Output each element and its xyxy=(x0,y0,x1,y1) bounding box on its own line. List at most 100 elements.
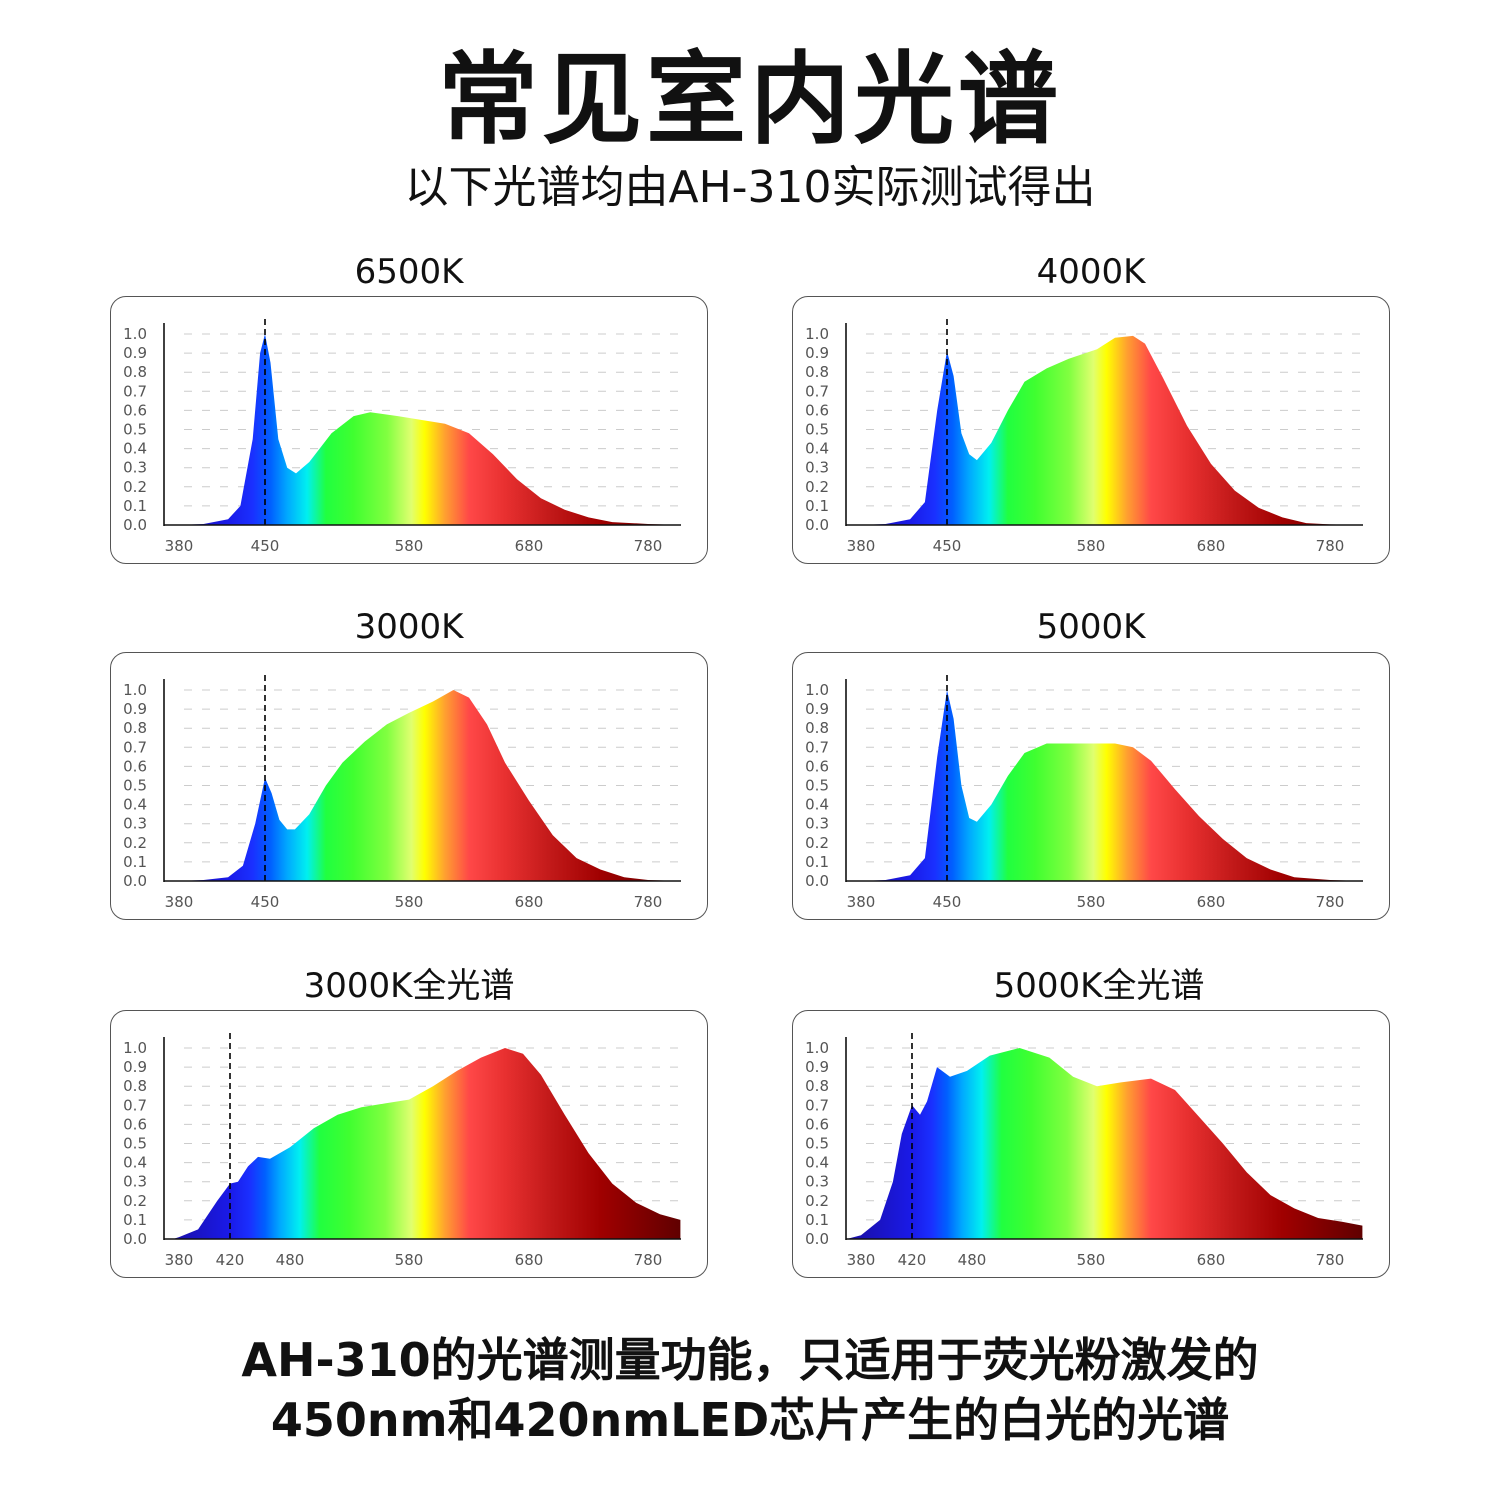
y-tick-label: 0.6 xyxy=(805,1115,829,1133)
y-tick-label: 0.3 xyxy=(805,1173,829,1191)
footer-line-1: AH-310的光谱测量功能，只适用于荧光粉激发的 xyxy=(241,1333,1259,1387)
chart-svg: 0.00.10.20.30.40.5 0.60.70.80.91.0 380 450 5… xyxy=(805,675,1363,911)
y-tick-label: 0.6 xyxy=(805,401,829,419)
x-tick-label: 680 xyxy=(515,1251,544,1269)
y-tick-label: 0.9 xyxy=(123,344,147,362)
x-tick-label: 450 xyxy=(251,893,280,911)
y-tick-label: 0.8 xyxy=(123,719,147,737)
y-tick-label: 0.8 xyxy=(805,719,829,737)
y-tick-label: 0.2 xyxy=(123,834,147,852)
x-tick-label: 580 xyxy=(395,537,424,555)
chart-title-3000k: 3000K xyxy=(354,607,464,647)
y-tick-label: 0.0 xyxy=(123,872,147,890)
spectrum-chart-6500k: 0.0 0.1 0.2 0.3 0.4 0.5 0.6 0.7 0.8 0.9 1.0 380 450 5… xyxy=(110,296,708,564)
x-tick-label: 580 xyxy=(1077,893,1106,911)
y-tick-label: 1.0 xyxy=(805,681,829,699)
y-tick-label: 0.0 xyxy=(805,872,829,890)
y-tick-label: 0.8 xyxy=(805,363,829,381)
y-tick-label: 0.2 xyxy=(805,1192,829,1210)
y-tick-label: 0.7 xyxy=(123,382,147,400)
y-tick-label: 0.5 xyxy=(123,421,147,439)
chart-title-5000k-full: 5000K全光谱 xyxy=(993,966,1205,1006)
x-tick-label: 380 xyxy=(165,537,194,555)
chart-svg: 0.00.10.20.30.40.5 0.60.70.80.91.0 380 420 4… xyxy=(123,1033,681,1269)
y-tick-label: 0.3 xyxy=(123,815,147,833)
x-tick-label: 450 xyxy=(933,893,962,911)
y-tick-label: 0.8 xyxy=(805,1077,829,1095)
y-tick-label: 0.5 xyxy=(123,1135,147,1153)
x-tick-label: 780 xyxy=(1316,1251,1345,1269)
x-tick-label: 780 xyxy=(634,537,663,555)
y-tick-label: 0.9 xyxy=(123,1058,147,1076)
x-tick-label: 580 xyxy=(395,893,424,911)
x-tick-label: 450 xyxy=(251,537,280,555)
x-tick-label: 380 xyxy=(847,537,876,555)
x-tick-label: 480 xyxy=(276,1251,305,1269)
x-tick-label: 680 xyxy=(1197,537,1226,555)
x-tick-label: 680 xyxy=(515,893,544,911)
y-tick-label: 0.5 xyxy=(805,421,829,439)
spectrum-area xyxy=(846,690,1363,881)
y-tick-label: 0.8 xyxy=(123,363,147,381)
y-tick-label: 1.0 xyxy=(123,1039,147,1057)
x-tick-label: 680 xyxy=(1197,1251,1226,1269)
chart-svg: 0.00.10.20.30.40.5 0.60.70.80.91.0 380 420 4… xyxy=(805,1033,1363,1269)
chart-title-5000k: 5000K xyxy=(1036,607,1146,647)
y-tick-label: 0.4 xyxy=(805,1154,829,1172)
spectrum-area xyxy=(164,690,681,881)
x-tick-label: 580 xyxy=(1077,1251,1106,1269)
spectrum-area xyxy=(164,334,681,525)
x-tick-label: 420 xyxy=(898,1251,927,1269)
y-tick-label: 0.2 xyxy=(805,834,829,852)
y-tick-label: 0.1 xyxy=(123,1211,147,1229)
y-tick-label: 0.7 xyxy=(123,738,147,756)
spectrum-chart-3000k: 0.0 0.1 0.2 0.3 0.4 0.5 0.6 0.7 0.8 0.9 1.0 380 450 5… xyxy=(110,652,708,920)
y-tick-label: 0.2 xyxy=(805,478,829,496)
x-tick-label: 680 xyxy=(515,537,544,555)
y-tick-label: 0.1 xyxy=(123,497,147,515)
x-tick-label: 780 xyxy=(1316,893,1345,911)
y-tick-label: 0.0 xyxy=(123,1230,147,1248)
x-tick-label: 450 xyxy=(933,537,962,555)
x-tick-label: 680 xyxy=(1197,893,1226,911)
y-tick-label: 0.4 xyxy=(123,1154,147,1172)
x-tick-label: 480 xyxy=(958,1251,987,1269)
y-tick-label: 0.0 xyxy=(805,516,829,534)
y-tick-label: 0.3 xyxy=(123,1173,147,1191)
spectrum-area xyxy=(846,335,1363,525)
chart-title-4000k: 4000K xyxy=(1036,252,1146,292)
x-tick-label: 380 xyxy=(165,1251,194,1269)
footer-line-2: 450nm和420nmLED芯片产生的白光的光谱 xyxy=(270,1393,1230,1447)
y-tick-label: 0.6 xyxy=(123,757,147,775)
y-tick-label: 0.2 xyxy=(123,1192,147,1210)
y-tick-label: 0.5 xyxy=(805,777,829,795)
spectrum-chart-3000k-full: 0.0 0.1 0.2 0.3 0.4 0.5 0.6 0.7 0.8 0.9 1.0 380 420 4… xyxy=(110,1010,708,1278)
x-tick-label: 380 xyxy=(847,1251,876,1269)
y-tick-label: 0.4 xyxy=(123,440,147,458)
y-tick-label: 1.0 xyxy=(805,1039,829,1057)
y-tick-label: 0.7 xyxy=(805,738,829,756)
y-tick-label: 0.4 xyxy=(805,440,829,458)
y-tick-label: 1.0 xyxy=(805,325,829,343)
chart-title-6500k: 6500K xyxy=(354,252,464,292)
page-title: 常见室内光谱 xyxy=(438,41,1062,158)
x-tick-label: 380 xyxy=(165,893,194,911)
y-tick-label: 0.9 xyxy=(805,344,829,362)
y-tick-label: 0.9 xyxy=(123,700,147,718)
spectrum-chart-5000k: 0.0 0.1 0.2 0.3 0.4 0.5 0.6 0.7 0.8 0.9 1.0 380 450 5… xyxy=(792,652,1390,920)
x-tick-label: 420 xyxy=(216,1251,245,1269)
y-tick-label: 0.0 xyxy=(805,1230,829,1248)
page-subtitle: 以下光谱均由AH-310实际测试得出 xyxy=(404,162,1096,213)
y-tick-label: 0.1 xyxy=(805,497,829,515)
chart-svg: 0.00.10.20.30.40.5 0.60.70.80.91.0 380 450 5… xyxy=(805,319,1363,555)
y-tick-label: 0.8 xyxy=(123,1077,147,1095)
x-tick-label: 780 xyxy=(634,1251,663,1269)
x-tick-label: 580 xyxy=(1077,537,1106,555)
y-tick-label: 0.7 xyxy=(805,382,829,400)
y-tick-label: 0.6 xyxy=(123,1115,147,1133)
x-tick-label: 380 xyxy=(847,893,876,911)
y-tick-label: 0.2 xyxy=(123,478,147,496)
y-tick-label: 1.0 xyxy=(123,325,147,343)
y-tick-label: 0.0 xyxy=(123,516,147,534)
spectrum-area xyxy=(173,1048,681,1239)
